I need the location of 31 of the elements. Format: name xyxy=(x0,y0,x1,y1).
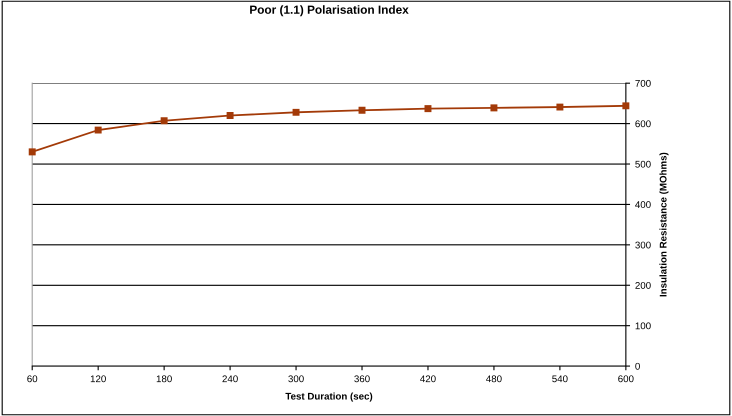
x-tick-label: 420 xyxy=(420,375,436,382)
x-tick-label: 540 xyxy=(552,375,568,382)
point xyxy=(556,104,564,111)
y-tick-label: 400 xyxy=(635,201,651,208)
point xyxy=(622,102,630,110)
point xyxy=(94,126,102,134)
x-tick-label: 120 xyxy=(90,375,106,382)
point xyxy=(226,112,234,119)
point xyxy=(424,105,432,112)
point xyxy=(292,108,300,116)
x-tick-label: 180 xyxy=(156,375,172,382)
y-tick-label: 100 xyxy=(636,322,651,330)
x-axis-title: Test Duration (sec) xyxy=(285,392,372,402)
y-tick-label: 700 xyxy=(635,80,651,87)
y-tick-label: 0 xyxy=(635,362,640,370)
chart-title: Poor (1.1) Polarisation Index xyxy=(250,5,409,16)
y-tick-label: 300 xyxy=(635,242,651,248)
x-tick-label: 360 xyxy=(354,375,370,382)
y-tick-label: 500 xyxy=(635,160,651,168)
y-axis-title: Insulation Resistance (MOhms) xyxy=(659,152,669,296)
point xyxy=(358,106,366,114)
point xyxy=(28,148,36,156)
y-tick-label: 200 xyxy=(635,282,651,289)
x-tick-label: 240 xyxy=(222,375,238,382)
x-tick-label: 480 xyxy=(486,375,502,382)
x-tick-label: 60 xyxy=(27,375,38,382)
point xyxy=(160,117,168,124)
x-tick-label: 600 xyxy=(618,375,634,382)
y-tick-label: 600 xyxy=(635,120,651,128)
x-tick-label: 300 xyxy=(288,375,304,382)
point xyxy=(490,104,498,112)
